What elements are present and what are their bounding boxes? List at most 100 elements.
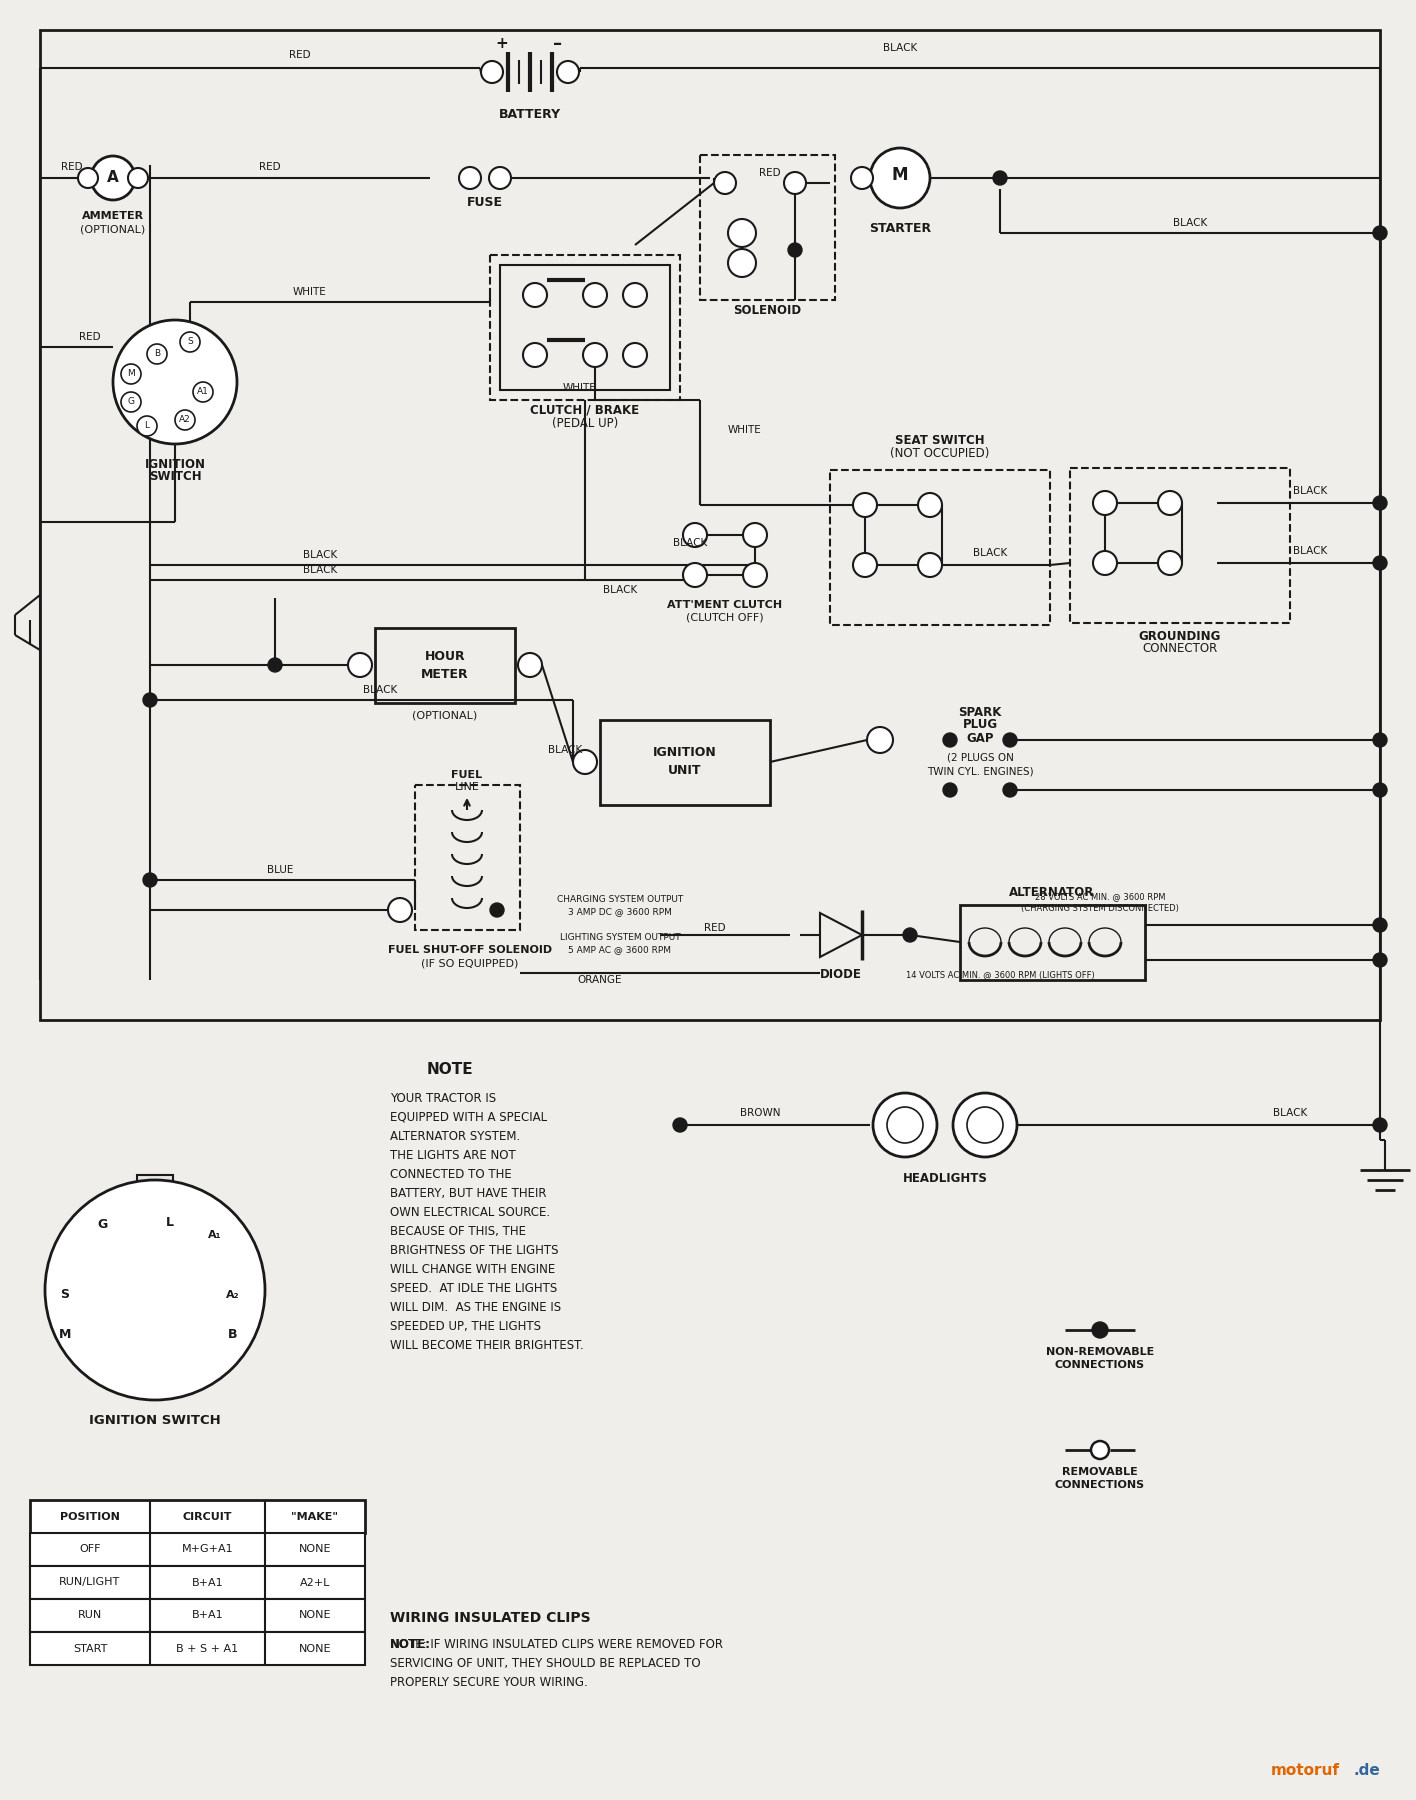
- Circle shape: [490, 904, 504, 916]
- Text: RED: RED: [289, 50, 312, 59]
- Text: NONE: NONE: [299, 1643, 331, 1654]
- Bar: [415, 785, 520, 931]
- Bar: [960, 905, 1146, 979]
- Circle shape: [518, 653, 542, 677]
- Text: +: +: [496, 36, 508, 52]
- Text: BRIGHTNESS OF THE LIGHTS: BRIGHTNESS OF THE LIGHTS: [389, 1244, 558, 1256]
- Text: THE LIGHTS ARE NOT: THE LIGHTS ARE NOT: [389, 1148, 515, 1163]
- Text: –: –: [554, 34, 562, 52]
- Circle shape: [143, 873, 157, 887]
- Bar: [91, 1285, 144, 1319]
- Text: GAP: GAP: [966, 731, 994, 745]
- Circle shape: [869, 148, 930, 209]
- Circle shape: [886, 1107, 923, 1143]
- Text: (NOT OCCUPIED): (NOT OCCUPIED): [891, 446, 990, 459]
- Text: BECAUSE OF THIS, THE: BECAUSE OF THIS, THE: [389, 1226, 525, 1238]
- Circle shape: [137, 416, 157, 436]
- Text: L: L: [166, 1215, 174, 1228]
- Text: WHITE: WHITE: [728, 425, 762, 436]
- Text: SERVICING OF UNIT, THEY SHOULD BE REPLACED TO: SERVICING OF UNIT, THEY SHOULD BE REPLAC…: [389, 1658, 701, 1670]
- Text: FUEL: FUEL: [452, 770, 483, 779]
- Text: BLACK: BLACK: [303, 565, 337, 574]
- Text: BLACK: BLACK: [673, 538, 707, 547]
- Bar: [375, 628, 515, 704]
- Text: BLACK: BLACK: [973, 547, 1007, 558]
- Circle shape: [1374, 733, 1388, 747]
- Text: ALTERNATOR: ALTERNATOR: [1010, 887, 1095, 900]
- Text: A₂: A₂: [227, 1291, 239, 1300]
- Text: G: G: [98, 1219, 108, 1231]
- Text: WILL CHANGE WITH ENGINE: WILL CHANGE WITH ENGINE: [389, 1264, 555, 1276]
- Text: (2 PLUGS ON: (2 PLUGS ON: [946, 752, 1014, 763]
- Bar: [150, 1285, 205, 1319]
- Bar: [600, 720, 770, 805]
- Circle shape: [1374, 1118, 1388, 1132]
- Circle shape: [874, 1093, 937, 1157]
- Circle shape: [743, 524, 767, 547]
- Text: CONNECTED TO THE: CONNECTED TO THE: [389, 1168, 511, 1181]
- Circle shape: [714, 173, 736, 194]
- Circle shape: [1093, 491, 1117, 515]
- Circle shape: [743, 563, 767, 587]
- Circle shape: [523, 344, 547, 367]
- Circle shape: [943, 783, 957, 797]
- Circle shape: [1374, 497, 1388, 509]
- Bar: [500, 265, 670, 391]
- Circle shape: [784, 173, 806, 194]
- Text: UNIT: UNIT: [668, 763, 702, 776]
- Text: TWIN CYL. ENGINES): TWIN CYL. ENGINES): [926, 767, 1034, 776]
- Circle shape: [1092, 1321, 1107, 1337]
- Text: B + S + A1: B + S + A1: [177, 1643, 238, 1654]
- Text: (OPTIONAL): (OPTIONAL): [81, 223, 146, 234]
- Circle shape: [176, 410, 195, 430]
- Text: G: G: [127, 398, 135, 407]
- Circle shape: [45, 1181, 265, 1400]
- Bar: [137, 1175, 173, 1201]
- Circle shape: [967, 1107, 1003, 1143]
- Circle shape: [143, 693, 157, 707]
- Text: M: M: [127, 369, 135, 378]
- Text: FUEL SHUT-OFF SOLENOID: FUEL SHUT-OFF SOLENOID: [388, 945, 552, 956]
- Circle shape: [728, 220, 756, 247]
- Text: RED: RED: [704, 923, 726, 932]
- Circle shape: [583, 283, 607, 308]
- Text: IGNITION SWITCH: IGNITION SWITCH: [89, 1413, 221, 1426]
- Text: CHARGING SYSTEM OUTPUT: CHARGING SYSTEM OUTPUT: [556, 896, 683, 904]
- Text: NOTE: NOTE: [426, 1062, 473, 1078]
- Text: PLUG: PLUG: [963, 718, 997, 731]
- Text: SOLENOID: SOLENOID: [733, 304, 801, 317]
- Text: BROWN: BROWN: [739, 1109, 780, 1118]
- Text: RUN: RUN: [78, 1611, 102, 1620]
- Circle shape: [728, 248, 756, 277]
- Bar: [30, 1534, 365, 1566]
- Circle shape: [193, 382, 212, 401]
- Bar: [30, 1499, 365, 1534]
- Text: B+A1: B+A1: [191, 1611, 224, 1620]
- Text: BLACK: BLACK: [1172, 218, 1206, 229]
- Bar: [79, 1235, 229, 1355]
- Circle shape: [1093, 551, 1117, 574]
- Text: BLACK: BLACK: [303, 551, 337, 560]
- Text: NONE: NONE: [299, 1544, 331, 1555]
- Text: (IF SO EQUIPPED): (IF SO EQUIPPED): [422, 958, 518, 968]
- Circle shape: [903, 929, 918, 941]
- Text: WIRING INSULATED CLIPS: WIRING INSULATED CLIPS: [389, 1611, 590, 1625]
- Text: motoruf: motoruf: [1272, 1762, 1340, 1778]
- Text: A2+L: A2+L: [300, 1577, 330, 1588]
- Circle shape: [1374, 556, 1388, 571]
- Text: S: S: [61, 1289, 69, 1301]
- Text: S: S: [187, 338, 193, 346]
- Circle shape: [1374, 952, 1388, 967]
- Text: LINE: LINE: [455, 781, 480, 792]
- Text: BLACK: BLACK: [548, 745, 582, 754]
- Circle shape: [1158, 491, 1182, 515]
- Circle shape: [993, 171, 1007, 185]
- Circle shape: [1374, 227, 1388, 239]
- Circle shape: [147, 344, 167, 364]
- Text: HEADLIGHTS: HEADLIGHTS: [902, 1172, 987, 1184]
- Text: ALTERNATOR SYSTEM.: ALTERNATOR SYSTEM.: [389, 1130, 520, 1143]
- Bar: [30, 1598, 365, 1633]
- Bar: [150, 1246, 205, 1280]
- Text: .de: .de: [1354, 1762, 1381, 1778]
- Circle shape: [852, 493, 877, 517]
